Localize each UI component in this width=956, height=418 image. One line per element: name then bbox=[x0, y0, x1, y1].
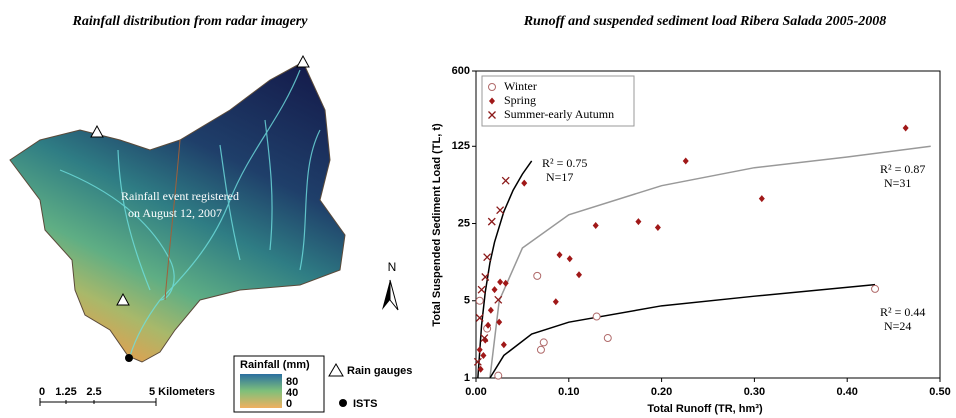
point bbox=[593, 222, 599, 229]
point bbox=[872, 285, 879, 292]
point bbox=[497, 207, 504, 214]
fit-curve bbox=[490, 285, 875, 378]
point bbox=[484, 254, 491, 261]
point bbox=[759, 195, 765, 202]
point bbox=[635, 218, 641, 225]
scale-label: 0 bbox=[39, 386, 45, 398]
y-tick-label: 5 bbox=[464, 295, 470, 307]
legend-marker bbox=[489, 84, 496, 91]
x-tick-label: 0.20 bbox=[651, 386, 672, 398]
y-tick-label: 25 bbox=[458, 217, 470, 229]
fit-n: N=24 bbox=[884, 319, 911, 333]
y-tick-label: 125 bbox=[452, 140, 470, 152]
legend-outlet: ISTS bbox=[353, 398, 377, 410]
point bbox=[553, 298, 559, 305]
north-arrow bbox=[390, 280, 398, 310]
x-tick-label: 0.40 bbox=[836, 386, 857, 398]
point bbox=[497, 278, 503, 285]
point bbox=[683, 157, 689, 164]
point bbox=[488, 218, 495, 225]
point bbox=[502, 177, 509, 184]
point bbox=[903, 124, 909, 131]
gauge bbox=[91, 126, 103, 137]
gauge-key bbox=[329, 364, 343, 376]
outlet-key bbox=[339, 399, 347, 407]
legend-label: Winter bbox=[504, 79, 537, 93]
fit-r2: R² = 0.87 bbox=[880, 162, 925, 176]
fit-r2: R² = 0.75 bbox=[542, 156, 587, 170]
scale-label: 1.25 bbox=[55, 386, 76, 398]
scale-bar bbox=[40, 398, 156, 406]
gauge bbox=[297, 56, 309, 67]
x-tick-label: 0.10 bbox=[558, 386, 579, 398]
point bbox=[501, 341, 507, 348]
north-label: N bbox=[388, 260, 397, 274]
legend-tick: 0 bbox=[286, 398, 292, 410]
point bbox=[488, 307, 494, 314]
legend-label: Spring bbox=[504, 93, 536, 107]
y-tick-label: 600 bbox=[452, 65, 470, 77]
x-tick-label: 0.00 bbox=[465, 386, 486, 398]
point bbox=[521, 180, 527, 187]
x-tick-label: 0.30 bbox=[744, 386, 765, 398]
point bbox=[476, 297, 483, 304]
scale-label: 2.5 bbox=[86, 386, 101, 398]
map-title: Rainfall distribution from radar imagery bbox=[72, 14, 309, 29]
point bbox=[655, 224, 661, 231]
legend-label: Summer-early Autumn bbox=[504, 107, 614, 121]
point bbox=[492, 286, 498, 293]
point bbox=[540, 339, 547, 346]
point bbox=[477, 346, 483, 353]
map-annotation: Rainfall event registered bbox=[121, 189, 239, 203]
scale-label: 5 Kilometers bbox=[149, 386, 215, 398]
point bbox=[495, 372, 502, 379]
color-bar bbox=[240, 374, 282, 408]
page: Rainfall distribution from radar imagery… bbox=[0, 0, 956, 418]
north-arrow bbox=[382, 280, 390, 310]
point bbox=[593, 313, 600, 320]
point bbox=[478, 286, 485, 293]
x-tick-label: 0.50 bbox=[929, 386, 950, 398]
y-axis-label: Total Suspended Sediment Load (TL, t) bbox=[431, 123, 443, 327]
map-annotation: on August 12, 2007 bbox=[128, 206, 222, 220]
x-axis-label: Total Runoff (TR, hm³) bbox=[647, 403, 763, 415]
chart-title: Runoff and suspended sediment load Riber… bbox=[523, 14, 887, 29]
legend-title: Rainfall (mm) bbox=[240, 359, 310, 371]
point bbox=[576, 271, 582, 278]
point bbox=[557, 251, 563, 258]
point bbox=[567, 255, 573, 262]
point bbox=[534, 272, 541, 279]
point bbox=[474, 358, 481, 365]
fit-n: N=17 bbox=[546, 170, 573, 184]
outlet bbox=[125, 354, 133, 362]
fit-r2: R² = 0.44 bbox=[880, 305, 925, 319]
fit-n: N=31 bbox=[884, 176, 911, 190]
point bbox=[480, 352, 486, 359]
y-tick-label: 1 bbox=[464, 372, 470, 384]
legend-gauges: Rain gauges bbox=[347, 365, 412, 377]
figure: Rainfall distribution from radar imagery… bbox=[0, 0, 956, 418]
point bbox=[604, 335, 611, 342]
point bbox=[537, 346, 544, 353]
